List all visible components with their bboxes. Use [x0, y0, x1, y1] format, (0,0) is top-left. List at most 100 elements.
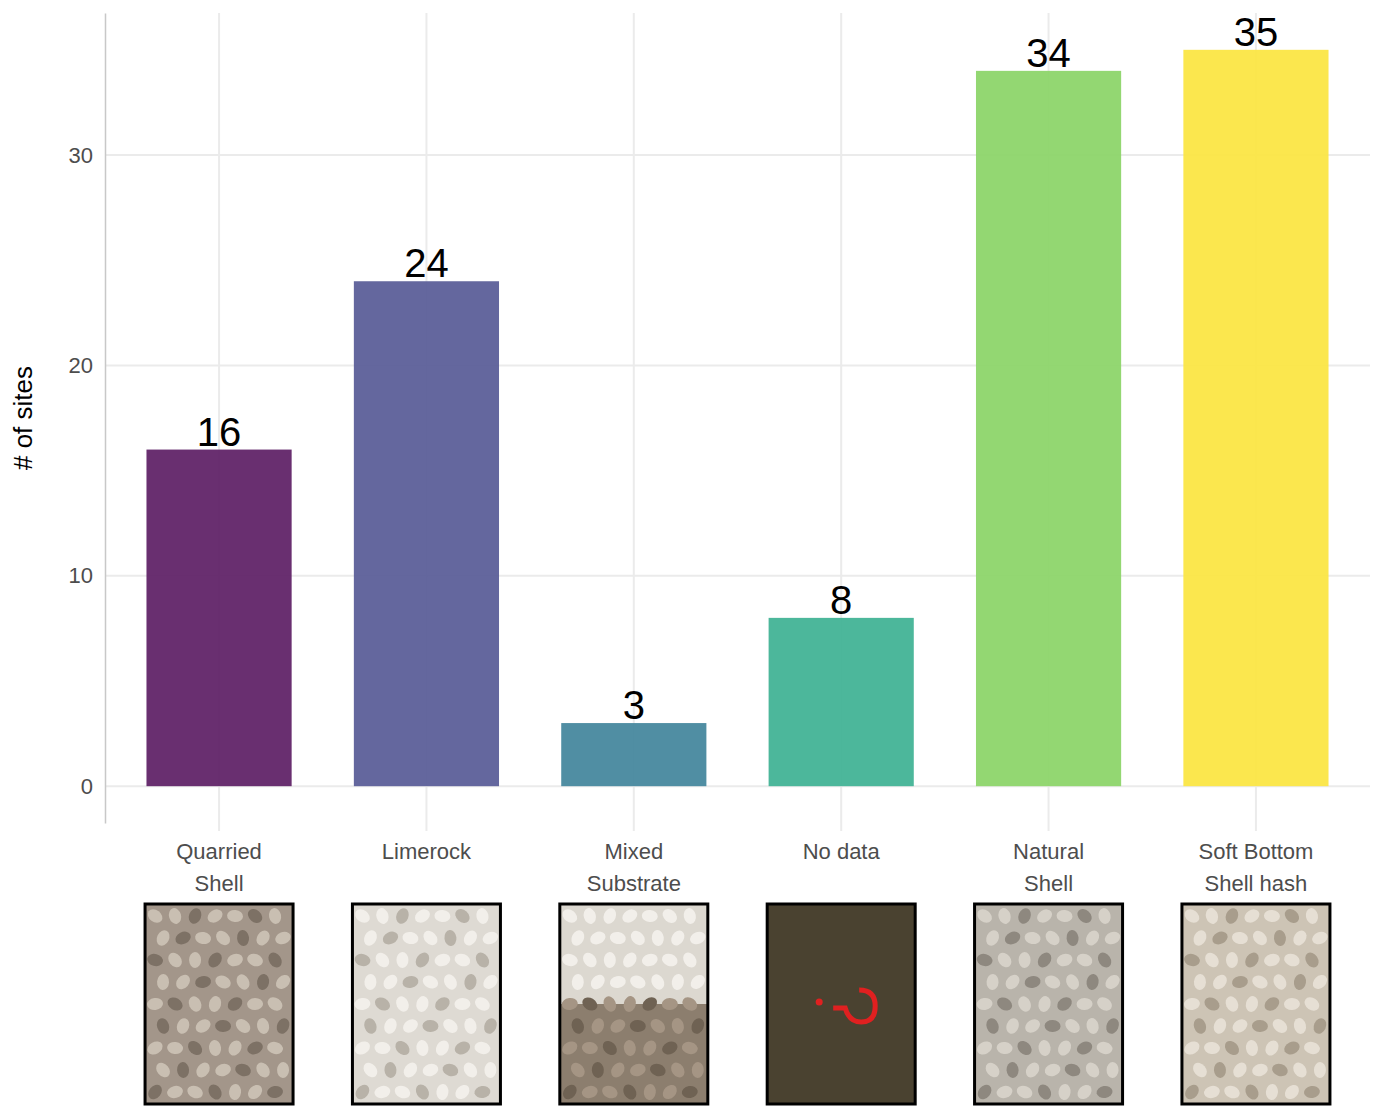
pebble	[228, 1083, 242, 1100]
pebble	[233, 1016, 253, 1035]
pebble	[581, 1084, 599, 1100]
pebble	[649, 972, 667, 992]
pebble	[247, 998, 263, 1011]
pebble	[481, 929, 500, 946]
pebble	[1250, 928, 1270, 948]
pebble	[1043, 928, 1063, 948]
x-tick-label-line: Quarried	[176, 839, 262, 864]
pebble	[452, 906, 472, 926]
pebble	[1044, 1020, 1061, 1033]
pebble	[166, 1041, 184, 1055]
pebble	[185, 1038, 205, 1058]
pebble	[1055, 1038, 1073, 1058]
pebble	[1003, 972, 1023, 992]
pebble	[1231, 974, 1249, 989]
pebble	[560, 906, 580, 925]
pebble	[560, 1039, 580, 1057]
pebble	[362, 1017, 378, 1036]
pebble	[145, 1082, 164, 1102]
pebble	[227, 909, 244, 922]
x-tick-label-line: No data	[803, 839, 881, 864]
pebble	[433, 952, 452, 968]
chart: 0102030QuarriedShellLimerockMixedSubstra…	[0, 0, 1379, 1114]
pebble	[256, 973, 270, 991]
pebble	[245, 1039, 264, 1056]
pebble	[1058, 1083, 1072, 1100]
pebble	[1226, 952, 1238, 968]
pebble	[640, 952, 659, 968]
pebble	[560, 1082, 579, 1102]
pebble	[154, 928, 172, 948]
pebble	[421, 928, 441, 948]
pebble	[165, 950, 184, 970]
pebble	[474, 1085, 492, 1099]
pebble	[568, 1060, 587, 1080]
data-label: 3	[623, 683, 645, 727]
pebble	[1190, 1060, 1209, 1080]
pebble	[1193, 974, 1206, 991]
x-tick-label: Soft BottomShell hash	[1198, 839, 1313, 896]
x-tick-label: QuarriedShell	[176, 839, 262, 896]
pebble	[194, 1060, 213, 1080]
pebble	[1212, 1016, 1229, 1035]
pebble	[996, 1041, 1014, 1055]
pebble	[1006, 1062, 1019, 1079]
pebble	[434, 909, 451, 922]
pebble	[1095, 1040, 1113, 1055]
pebble	[225, 994, 245, 1013]
pebble	[254, 928, 273, 948]
x-tick-mark	[1048, 823, 1050, 831]
pebble	[352, 906, 372, 925]
x-tick-label-line: Substrate	[587, 871, 681, 896]
pebble	[1063, 1062, 1082, 1078]
pebble	[274, 1016, 291, 1035]
pebble	[189, 952, 201, 968]
pebble	[1271, 972, 1289, 992]
pebble	[1003, 929, 1023, 947]
pebble	[1037, 995, 1053, 1013]
pebble	[1096, 1085, 1114, 1099]
swatch	[352, 904, 500, 1104]
pebble	[668, 1060, 687, 1080]
swatch	[975, 904, 1123, 1104]
pebble	[1303, 950, 1322, 970]
pebble	[145, 1039, 165, 1057]
pebble	[236, 929, 250, 946]
pebble	[1245, 1039, 1259, 1057]
pebble	[628, 928, 648, 948]
pebble	[1023, 1017, 1043, 1036]
y-grid-line	[105, 575, 1370, 577]
pebble	[975, 906, 995, 925]
pebble	[1270, 1062, 1289, 1078]
pebble	[1202, 950, 1221, 970]
pebble	[1273, 929, 1287, 946]
pebble	[461, 928, 480, 948]
pebble	[373, 1084, 391, 1100]
swatch-border	[560, 904, 708, 1104]
pebble	[1095, 994, 1115, 1013]
swatch-bg	[352, 904, 500, 1104]
y-tick: 0	[81, 774, 105, 799]
pebble	[1263, 909, 1280, 922]
pebble	[580, 995, 600, 1013]
pebble	[185, 1083, 204, 1100]
pebble	[682, 907, 697, 925]
pebble	[273, 929, 292, 946]
pebble	[226, 1038, 244, 1058]
pebble	[688, 972, 708, 992]
pebble	[1024, 931, 1042, 946]
pebble	[621, 1082, 639, 1102]
pebble	[373, 995, 393, 1013]
pebble	[1192, 1017, 1208, 1036]
y-tick: 20	[69, 353, 105, 378]
x-axis: QuarriedShellLimerockMixedSubstrateNo da…	[176, 823, 1313, 896]
pebble	[1064, 972, 1082, 992]
x-tick: QuarriedShell	[176, 823, 262, 896]
x-tick-label-line: Mixed	[604, 839, 663, 864]
pebble	[245, 906, 265, 926]
y-tick-label: 10	[69, 563, 93, 588]
pebble	[1292, 1017, 1307, 1035]
pebble	[194, 931, 212, 946]
pebble	[481, 972, 501, 992]
swatch	[560, 904, 708, 1104]
